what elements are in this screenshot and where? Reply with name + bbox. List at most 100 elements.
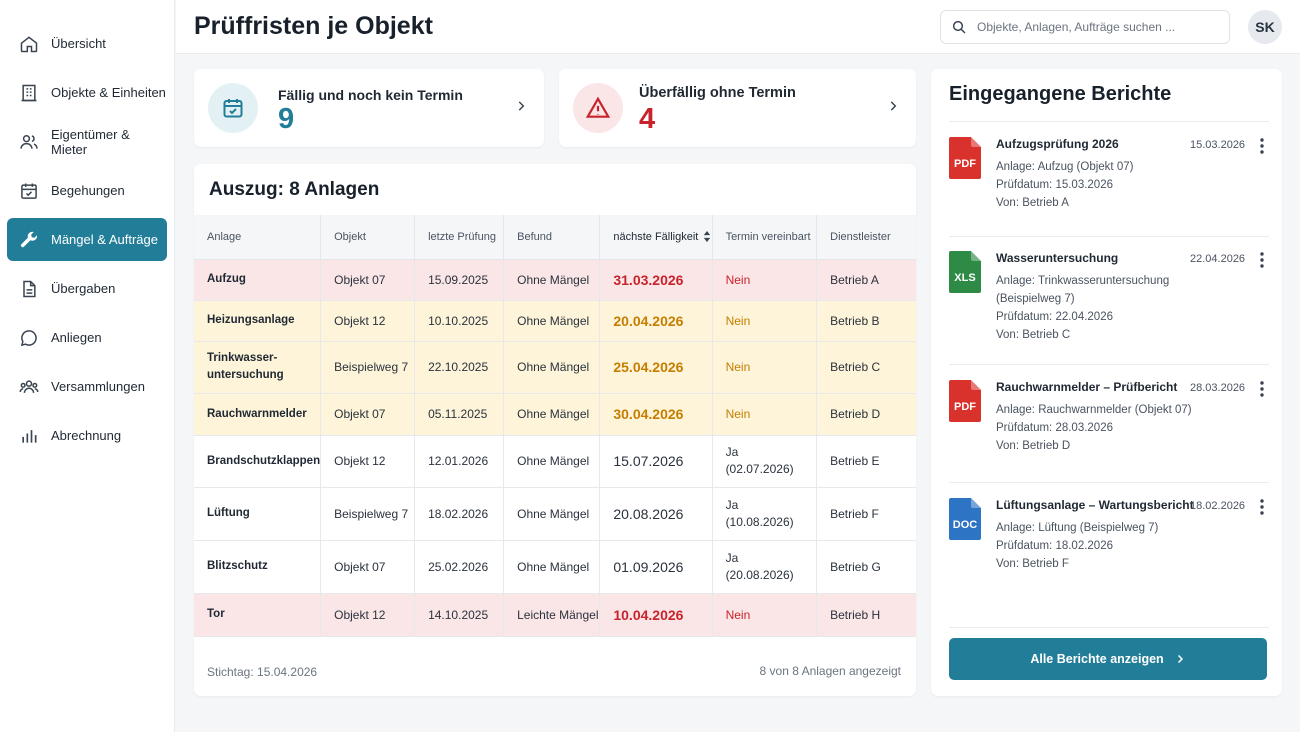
all-reports-button[interactable]: Alle Berichte anzeigen (949, 638, 1267, 680)
file-shape (949, 498, 981, 540)
cell-letzte-pruefung: 18.02.2026 (414, 487, 505, 541)
report-name: Wasseruntersuchung (996, 251, 1119, 265)
bar-chart-icon (22, 429, 37, 443)
all-reports-label: Alle Berichte anzeigen (1030, 652, 1164, 666)
cell-anlage: Rauchwarnmelder (194, 393, 322, 436)
table-row[interactable]: Lüftung Beispielweg 7 18.02.2026 Ohne Mänge… (194, 487, 916, 541)
more-vertical-icon[interactable] (1257, 498, 1267, 516)
table-row[interactable]: Tor Objekt 12 14.10.2025 Leichte Mängel 10.0… (194, 593, 916, 637)
column-header-anlage[interactable]: Anlage (194, 215, 322, 260)
cell-anlage: Tor (194, 593, 322, 637)
cell-anlage: Aufzug (194, 259, 322, 301)
chevron-right-icon (518, 101, 525, 111)
report-meta-line: Von: Betrieb F (996, 558, 1069, 570)
sidebar-item-maengel[interactable]: Mängel & Aufträge (7, 218, 167, 261)
cell-befund: Ohne Mängel (503, 487, 601, 541)
termin-value: Ja (725, 550, 739, 565)
cell-objekt: Objekt 12 (320, 435, 416, 488)
cell-befund: Ohne Mängel (503, 259, 601, 301)
report-meta-line: Von: Betrieb D (996, 440, 1071, 452)
report-meta: Anlage: Rauchwarnmelder (Objekt 07) Prüfd… (996, 401, 1196, 455)
report-date: 15.03.2026 (1190, 139, 1246, 151)
more-vertical-icon[interactable] (1257, 251, 1267, 269)
cell-termin: Ja (10.08.2026) (712, 487, 818, 541)
search-input[interactable] (977, 20, 1217, 34)
column-header-letzte-pruefung[interactable]: letzte Prüfung (414, 215, 505, 260)
cell-naechste-faelligkeit: 25.04.2026 (599, 341, 713, 394)
avatar[interactable]: SK (1248, 10, 1282, 44)
cell-befund: Ohne Mängel (503, 393, 601, 436)
report-item[interactable]: PDF Rauchwarnmelder – Prüfbericht Anlage: … (949, 380, 1271, 475)
table-row[interactable]: Blitzschutz Objekt 07 25.02.2026 Ohne Mänge… (194, 540, 916, 594)
termin-value: Ja (725, 445, 739, 459)
table-row[interactable]: Heizungsanlage Objekt 12 10.10.2025 Ohne Mä… (194, 300, 916, 342)
sidebar-item-anliegen[interactable]: Anliegen (7, 316, 167, 359)
cell-dienstleister: Betrieb B (816, 300, 916, 342)
kpi-card-faellig[interactable]: Fällig und noch kein Termin 9 (194, 69, 544, 147)
more-vertical-icon[interactable] (1257, 137, 1267, 155)
cell-dienstleister: Betrieb H (816, 593, 916, 637)
cell-naechste-faelligkeit: 10.04.2026 (599, 593, 713, 637)
report-meta: Anlage: Lüftung (Beispielweg 7) Prüfdatum… (996, 519, 1196, 573)
calendar-icon (21, 183, 37, 199)
report-item[interactable]: PDF Aufzugsprüfung 2026 Anlage: Aufzug (Ob… (949, 137, 1271, 232)
cell-termin: Nein (712, 393, 818, 436)
doc-file-icon: DOC (949, 498, 981, 540)
page-title: Prüffristen je Objekt (194, 12, 433, 40)
column-header-naechste-faelligkeit[interactable]: nächste Fälligkeit (599, 215, 713, 260)
file-type-label: DOC (952, 519, 978, 531)
search-box[interactable] (940, 10, 1230, 44)
cell-anlage: Heizungsanlage (194, 300, 322, 342)
sidebar-item-label: Anliegen (51, 330, 102, 345)
cell-anlage: Brandschutzklappen (194, 435, 322, 488)
sidebar-item-eigentuemer[interactable]: Eigentümer & Mieter (7, 120, 167, 163)
report-meta-line: Prüfdatum: 18.02.2026 (996, 540, 1113, 552)
table-row[interactable]: Trinkwasser-untersuchung Beispielweg 7 22.… (194, 341, 916, 394)
column-header-objekt[interactable]: Objekt (320, 215, 416, 260)
file-shape (949, 251, 981, 293)
cell-termin: Nein (712, 593, 818, 637)
row-count-label: 8 von 8 Anlagen angezeigt (759, 664, 901, 678)
termin-date: (02.07.2026) (725, 462, 794, 476)
report-item[interactable]: XLS Wasseruntersuchung Anlage: Trinkwasser… (949, 251, 1271, 346)
home-icon (20, 35, 38, 52)
group-icon (19, 379, 39, 393)
sidebar-item-versammlungen[interactable]: Versammlungen (7, 365, 167, 408)
report-item[interactable]: DOC Lüftungsanlage – Wartungsbericht Anlag… (949, 498, 1271, 593)
cell-objekt: Objekt 12 (320, 593, 416, 637)
cell-letzte-pruefung: 12.01.2026 (414, 435, 505, 488)
report-date: 28.03.2026 (1190, 382, 1246, 394)
sidebar-item-label: Abrechnung (51, 428, 122, 443)
column-header-befund[interactable]: Befund (503, 215, 601, 260)
report-name: Rauchwarnmelder – Prüfbericht (996, 380, 1178, 394)
pdf-file-icon: PDF (949, 137, 981, 179)
column-header-termin[interactable]: Termin vereinbart (712, 215, 818, 260)
report-meta-line: Prüfdatum: 15.03.2026 (996, 179, 1113, 191)
users-icon (20, 134, 38, 149)
divider (949, 482, 1269, 483)
cell-letzte-pruefung: 10.10.2025 (414, 300, 505, 342)
sidebar-item-uebersicht[interactable]: Übersicht (7, 22, 167, 65)
cell-befund: Ohne Mängel (503, 341, 601, 394)
document-icon (23, 280, 36, 297)
sidebar-item-begehungen[interactable]: Begehungen (7, 169, 167, 212)
divider (949, 364, 1269, 365)
table-body: Aufzug Objekt 07 15.09.2025 Ohne Mängel 31.0… (194, 259, 916, 637)
table-row[interactable]: Brandschutzklappen Objekt 12 12.01.2026 Ohn… (194, 435, 916, 488)
more-vertical-icon[interactable] (1257, 380, 1267, 398)
column-header-dienstleister[interactable]: Dienstleister (816, 215, 916, 260)
kpi-card-ueberfaellig[interactable]: Überfällig ohne Termin 4 (559, 69, 916, 147)
cell-dienstleister: Betrieb A (816, 259, 916, 301)
sidebar-item-uebergaben[interactable]: Übergaben (7, 267, 167, 310)
table-row[interactable]: Rauchwarnmelder Objekt 07 05.11.2025 Ohne M… (194, 393, 916, 436)
cell-anlage: Blitzschutz (194, 540, 322, 594)
sidebar-item-abrechnung[interactable]: Abrechnung (7, 414, 167, 457)
termin-date: (20.08.2026) (725, 567, 794, 582)
divider (949, 236, 1269, 237)
sidebar-item-label: Übersicht (51, 36, 106, 51)
sidebar-item-objekte[interactable]: Objekte & Einheiten (7, 71, 167, 114)
kpi-value: 4 (639, 103, 656, 135)
termin-date: (10.08.2026) (725, 514, 794, 529)
table-row[interactable]: Aufzug Objekt 07 15.09.2025 Ohne Mängel 31.0… (194, 259, 916, 301)
reports-title: Eingegangene Berichte (949, 83, 1172, 105)
